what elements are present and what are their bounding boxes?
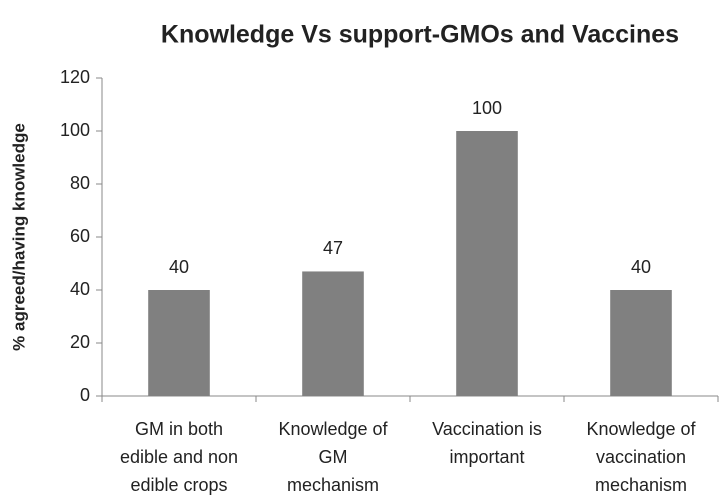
chart-title: Knowledge Vs support-GMOs and Vaccines bbox=[161, 21, 679, 49]
y-tick-label: 20 bbox=[70, 332, 90, 352]
data-label: 47 bbox=[323, 238, 343, 258]
x-tick-label: Vaccination is important bbox=[432, 419, 542, 467]
x-tick-label: GM in both edible and non edible crops bbox=[120, 419, 238, 495]
bar bbox=[610, 290, 672, 396]
y-tick-label: 100 bbox=[60, 120, 90, 140]
y-axis-label: % agreed/having knowledge bbox=[9, 123, 28, 351]
y-tick-label: 0 bbox=[80, 385, 90, 405]
y-tick-label: 60 bbox=[70, 226, 90, 246]
y-tick-label: 40 bbox=[70, 279, 90, 299]
bar bbox=[456, 131, 518, 396]
bar bbox=[302, 271, 364, 396]
y-tick-label: 120 bbox=[60, 67, 90, 87]
x-tick-label: Knowledge of vaccination mechanism bbox=[586, 419, 696, 495]
data-label: 40 bbox=[169, 257, 189, 277]
y-tick-label: 80 bbox=[70, 173, 90, 193]
data-label: 40 bbox=[631, 257, 651, 277]
data-label: 100 bbox=[472, 98, 502, 118]
bar bbox=[148, 290, 210, 396]
x-tick-label: Knowledge of GM mechanism bbox=[278, 419, 388, 495]
